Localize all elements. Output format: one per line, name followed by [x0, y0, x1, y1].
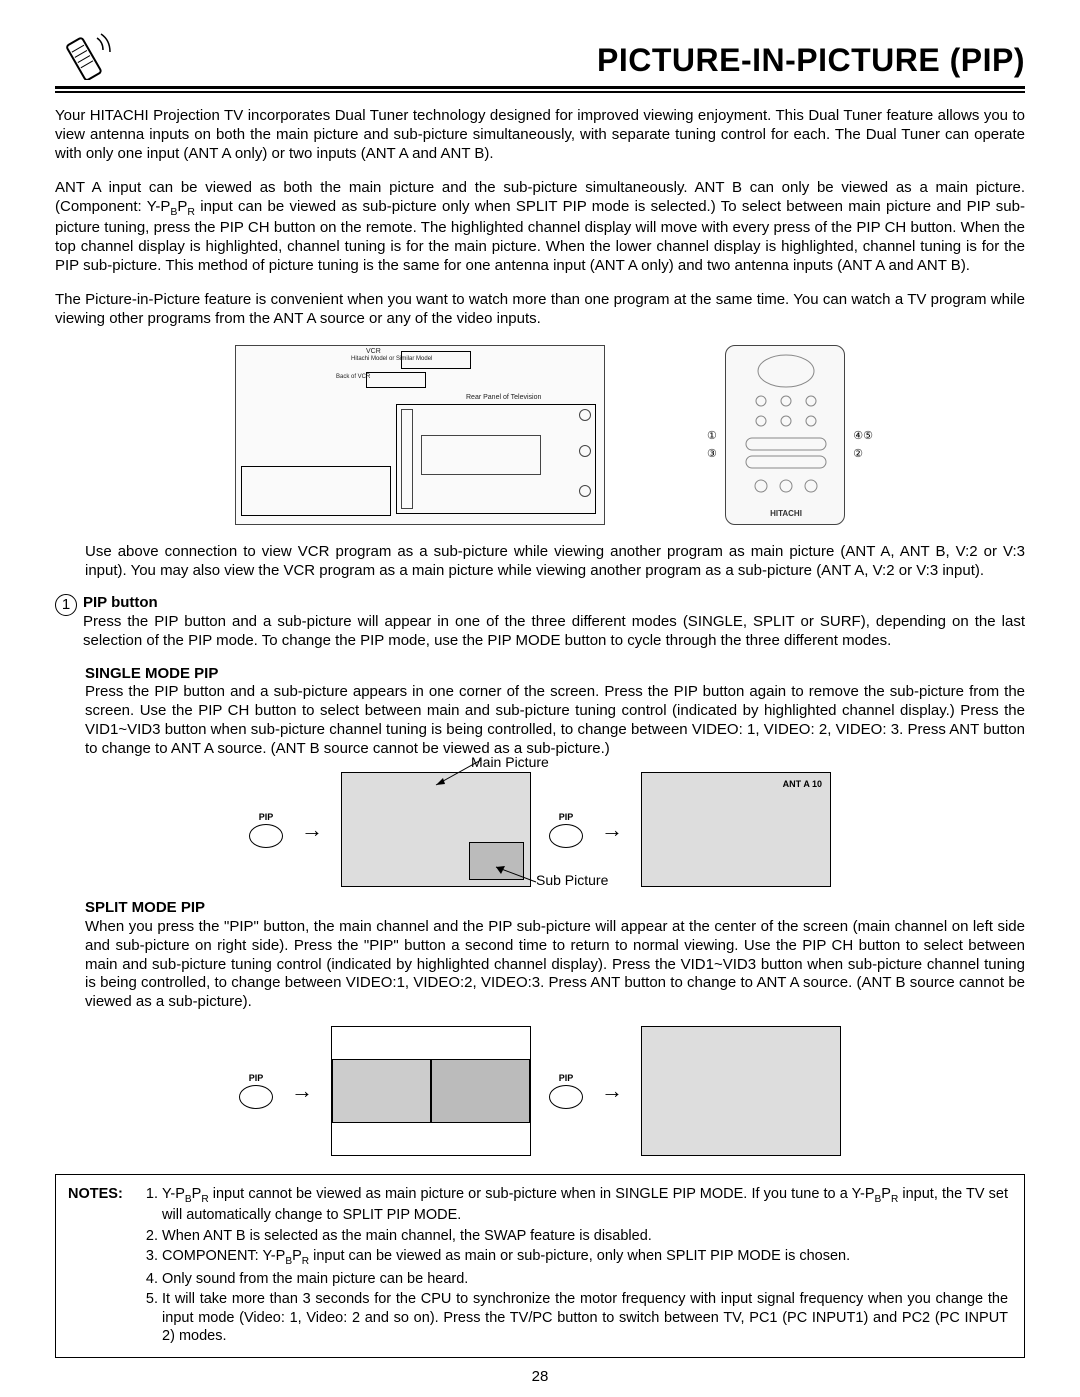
pip-button-body: Press the PIP button and a sub-picture w… [83, 613, 1025, 649]
note-item: COMPONENT: Y-PBPR input can be viewed as… [162, 1247, 1008, 1269]
sub-picture-label: Sub Picture [536, 872, 608, 890]
intro-paragraph-1: Your HITACHI Projection TV incorporates … [55, 107, 1025, 163]
note-item: Only sound from the main picture can be … [162, 1270, 1008, 1288]
note-item: It will take more than 3 seconds for the… [162, 1290, 1008, 1344]
connection-diagram: VCR Hitachi Model or Similar Model Back … [235, 345, 605, 525]
vcr-connection-note: Use above connection to view VCR program… [55, 543, 1025, 581]
single-mode-heading: SINGLE MODE PIP [85, 665, 218, 682]
single-mode-diagram-row: PIP → Main Picture Sub Picture PIP → ANT… [55, 772, 1025, 887]
page-title: PICTURE-IN-PICTURE (PIP) [597, 40, 1025, 80]
arrow-icon: → [601, 816, 623, 844]
remote-icon [55, 30, 115, 80]
header-rule [55, 86, 1025, 93]
pip-label: PIP [259, 812, 274, 823]
notes-label: NOTES: [68, 1185, 140, 1203]
rear-panel-label: Rear Panel of Television [466, 394, 541, 403]
note-item: When ANT B is selected as the main chann… [162, 1227, 1008, 1245]
single-mode-tv-2: ANT A 10 [641, 772, 831, 887]
arrow-icon: → [601, 1077, 623, 1105]
remote-control-diagram: HITACHI [725, 345, 845, 525]
pip-label: PIP [249, 1073, 264, 1084]
arrow-icon: → [301, 816, 323, 844]
split-mode-tv-1 [331, 1026, 531, 1156]
single-mode-section: SINGLE MODE PIP Press the PIP button and… [55, 665, 1025, 759]
split-mode-heading: SPLIT MODE PIP [85, 899, 205, 916]
split-mode-section: SPLIT MODE PIP When you press the "PIP" … [55, 899, 1025, 1012]
svg-text:HITACHI: HITACHI [770, 509, 802, 518]
split-mode-diagram-row: PIP → PIP → [55, 1026, 1025, 1156]
pip-button-section: 1 PIP button Press the PIP button and a … [55, 594, 1025, 650]
notes-box: NOTES: Y-PBPR input cannot be viewed as … [55, 1174, 1025, 1358]
single-mode-tv-1: Main Picture Sub Picture [341, 772, 531, 887]
intro-paragraph-2: ANT A input can be viewed as both the ma… [55, 179, 1025, 275]
ant-a-label: ANT A 10 [783, 779, 822, 790]
pip-button-icon: PIP [549, 812, 583, 847]
step-number-1: 1 [55, 594, 77, 616]
pip-label: PIP [559, 812, 574, 823]
split-mode-body: When you press the "PIP" button, the mai… [85, 918, 1025, 1010]
pip-button-icon: PIP [239, 1073, 273, 1108]
note-item: Y-PBPR input cannot be viewed as main pi… [162, 1185, 1008, 1225]
page-header: PICTURE-IN-PICTURE (PIP) [55, 30, 1025, 80]
pip-button-heading: PIP button [83, 594, 158, 611]
notes-list: Y-PBPR input cannot be viewed as main pi… [144, 1185, 1008, 1347]
pip-button-icon: PIP [549, 1073, 583, 1108]
arrow-icon: → [291, 1077, 313, 1105]
pip-button-icon: PIP [249, 812, 283, 847]
single-mode-body: Press the PIP button and a sub-picture a… [85, 683, 1025, 756]
pip-label: PIP [559, 1073, 574, 1084]
intro-paragraph-3: The Picture-in-Picture feature is conven… [55, 291, 1025, 329]
split-mode-tv-2 [641, 1026, 841, 1156]
remote-diagram-wrap: HITACHI ① ③ ④⑤ ② [725, 345, 845, 525]
page-number: 28 [55, 1368, 1025, 1387]
diagrams-row: VCR Hitachi Model or Similar Model Back … [55, 345, 1025, 525]
